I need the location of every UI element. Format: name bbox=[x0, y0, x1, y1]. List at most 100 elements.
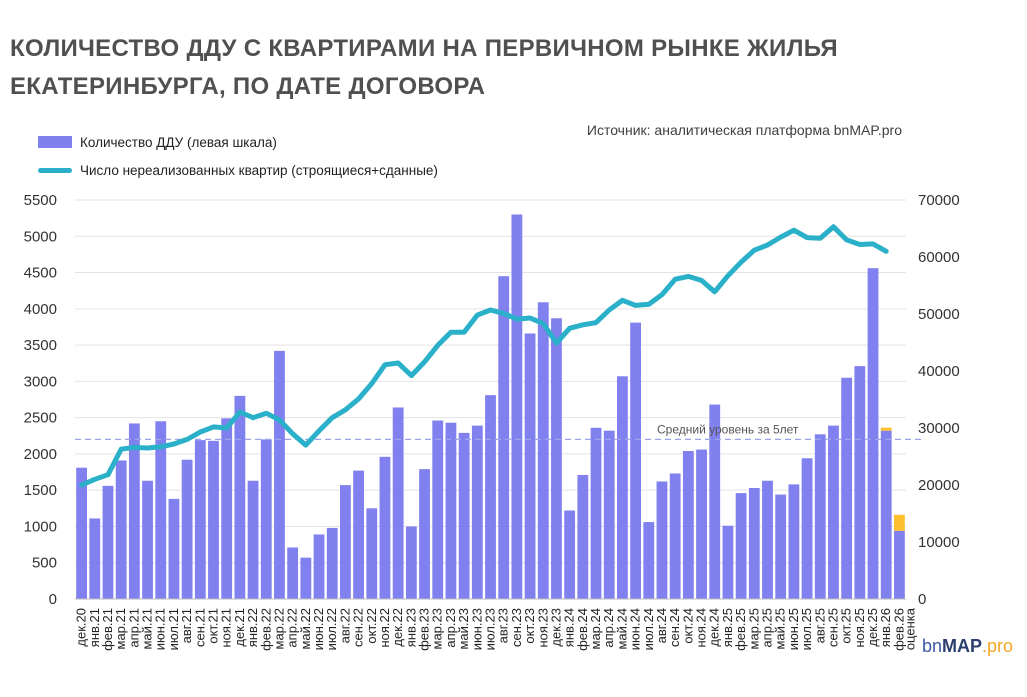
x-tick-label: окт.22 bbox=[364, 608, 379, 644]
bar bbox=[168, 498, 180, 599]
bar bbox=[841, 377, 853, 599]
bar bbox=[854, 366, 866, 599]
x-tick-label: сен.25 bbox=[825, 608, 840, 647]
left-axis-tick-label: 2500 bbox=[24, 410, 57, 427]
x-tick-label: сен.21 bbox=[192, 608, 207, 647]
left-axis-tick-label: 5500 bbox=[24, 192, 57, 209]
line-point bbox=[620, 298, 624, 302]
x-tick-label: дек.25 bbox=[865, 608, 880, 647]
legend: Количество ДДУ (левая шкала) Число нереа… bbox=[38, 128, 438, 184]
line-point bbox=[541, 322, 545, 326]
x-tick-label: ноя.21 bbox=[219, 608, 234, 648]
bar bbox=[564, 510, 576, 599]
average-line-label: Средний уровень за 5лет bbox=[657, 422, 799, 436]
x-tick-label: май.25 bbox=[773, 608, 788, 650]
x-tick-label: июл.22 bbox=[324, 608, 339, 650]
line-point bbox=[726, 274, 730, 278]
x-tick-label: авг.22 bbox=[337, 608, 352, 643]
x-tick-label: фев.25 bbox=[733, 608, 748, 651]
line-point bbox=[370, 382, 374, 386]
brand-part-3: .pro bbox=[981, 636, 1013, 656]
brand-part-2: MAP bbox=[941, 636, 982, 656]
line-point bbox=[251, 416, 255, 420]
x-tick-label: мар.22 bbox=[271, 608, 286, 649]
bar bbox=[405, 526, 417, 599]
x-tick-label: фев.26 bbox=[891, 608, 906, 651]
bar bbox=[392, 407, 404, 599]
right-axis-tick-label: 0 bbox=[918, 591, 926, 608]
x-tick-label: апр.24 bbox=[601, 608, 616, 648]
chart-title: КОЛИЧЕСТВО ДДУ С КВАРТИРАМИ НА ПЕРВИЧНОМ… bbox=[10, 35, 838, 100]
line-point bbox=[93, 477, 97, 481]
left-axis-tick-label: 2000 bbox=[24, 446, 57, 463]
bar bbox=[155, 421, 167, 599]
line-point bbox=[805, 236, 809, 240]
estimate-bar bbox=[893, 514, 905, 531]
bar bbox=[313, 534, 325, 599]
x-tick-label: авг.23 bbox=[496, 608, 511, 643]
x-tick-label: июл.21 bbox=[166, 608, 181, 650]
line-point bbox=[80, 483, 84, 487]
source-note: Источник: аналитическая платформа bnMAP.… bbox=[586, 122, 902, 138]
line-point bbox=[845, 238, 849, 242]
left-axis-tick-label: 5000 bbox=[24, 228, 57, 245]
legend-item-line: Число нереализованных квартир (строящиес… bbox=[38, 156, 438, 184]
x-tick-label: авг.21 bbox=[179, 608, 194, 643]
line-point bbox=[515, 317, 519, 321]
x-tick-label: мар.24 bbox=[588, 608, 603, 649]
legend-item-bars: Количество ДДУ (левая шкала) bbox=[38, 128, 438, 156]
left-axis: 0 500 1000 1500 2000 2500 3000 3500 4000 4500 5000… bbox=[24, 192, 57, 608]
x-tick-label: дек.24 bbox=[707, 608, 722, 647]
x-tick-label: авг.25 bbox=[812, 608, 827, 643]
x-tick-label: окт.24 bbox=[680, 608, 695, 644]
x-tick-label: окт.23 bbox=[522, 608, 537, 644]
left-axis-tick-label: 4000 bbox=[24, 301, 57, 318]
bar bbox=[89, 518, 101, 599]
x-tick-label: окт.21 bbox=[206, 608, 221, 644]
line-series bbox=[79, 224, 889, 488]
legend-line-swatch bbox=[38, 167, 72, 173]
bar bbox=[603, 430, 615, 599]
x-tick-label: май.21 bbox=[140, 608, 155, 650]
right-axis-tick-label: 40000 bbox=[918, 363, 960, 380]
left-axis-tick-label: 1500 bbox=[24, 482, 57, 499]
bar bbox=[630, 322, 642, 599]
x-tick-label: дек.23 bbox=[548, 608, 563, 647]
bar bbox=[379, 456, 391, 599]
line-point bbox=[449, 330, 453, 334]
x-tick-label: сен.22 bbox=[351, 608, 366, 647]
line-point bbox=[686, 274, 690, 278]
x-tick-label: июн.24 bbox=[628, 608, 643, 650]
bar bbox=[828, 425, 839, 599]
x-tick-label: окт.25 bbox=[839, 608, 854, 644]
bar bbox=[208, 440, 219, 599]
bar bbox=[709, 404, 721, 599]
x-tick-label: июн.21 bbox=[153, 608, 168, 650]
bar bbox=[432, 420, 444, 599]
bar bbox=[814, 434, 826, 599]
line-point bbox=[581, 323, 585, 327]
x-tick-label: ноя.24 bbox=[694, 608, 709, 648]
bar bbox=[748, 488, 760, 599]
x-tick-label: мар.25 bbox=[746, 608, 761, 649]
x-tick-label: сен.23 bbox=[509, 608, 524, 647]
bar bbox=[696, 449, 707, 599]
x-tick-label: апр.22 bbox=[285, 608, 300, 648]
line-point bbox=[779, 235, 783, 239]
bar bbox=[551, 318, 562, 599]
x-tick-label: сен.24 bbox=[667, 608, 682, 647]
bar bbox=[326, 527, 338, 599]
x-tick-label: янв.23 bbox=[403, 608, 418, 647]
x-tick-label: ноя.25 bbox=[852, 608, 867, 648]
line-point bbox=[185, 437, 189, 441]
bar bbox=[366, 508, 378, 599]
line-point bbox=[568, 326, 572, 330]
x-tick-label: апр.21 bbox=[126, 608, 141, 648]
bar bbox=[669, 473, 681, 599]
line-point bbox=[831, 225, 835, 229]
x-tick-label: янв.24 bbox=[562, 608, 577, 647]
x-tick-label: авг.24 bbox=[654, 608, 669, 643]
bar bbox=[682, 451, 694, 599]
line-point bbox=[132, 445, 136, 449]
